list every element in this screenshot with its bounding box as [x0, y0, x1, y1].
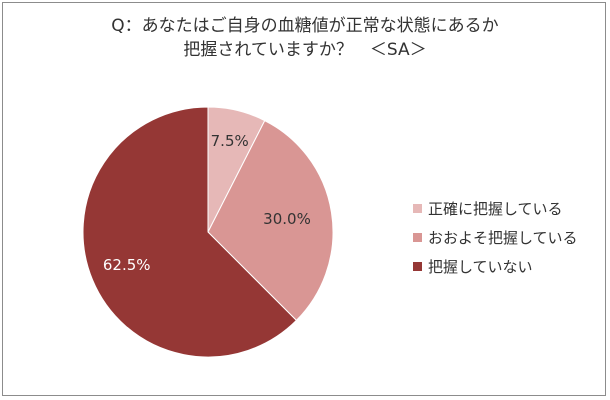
legend-label-0: 正確に把握している [428, 200, 563, 218]
legend-swatch-2 [413, 262, 422, 271]
data-label-1: 30.0% [263, 210, 311, 228]
pie-slice-1 [207, 119, 334, 322]
legend-item-1: おおよそ把握している [413, 223, 603, 252]
legend-swatch-0 [413, 204, 422, 213]
legend-label-1: おおよそ把握している [428, 229, 578, 247]
legend-label-2: 把握していない [428, 258, 533, 276]
pie-slices [82, 106, 334, 358]
data-label-2: 62.5% [103, 256, 151, 274]
chart-title-line-1: Q：あなたはご自身の血糖値が正常な状態にあるか [111, 16, 499, 36]
chart-title: Q：あなたはご自身の血糖値が正常な状態にあるか 把握されていますか？ ＜SA＞ [0, 14, 610, 62]
pie-slice-2 [82, 106, 298, 358]
legend-swatch-1 [413, 233, 422, 242]
legend: 正確に把握している おおよそ把握している 把握していない [413, 194, 603, 281]
chart-title-line-2: 把握されていますか？ ＜SA＞ [183, 40, 427, 60]
data-label-0: 7.5% [211, 132, 249, 150]
pie-data-labels: 7.5% 30.0% 62.5% [103, 132, 311, 274]
legend-item-2: 把握していない [413, 252, 603, 281]
legend-item-0: 正確に把握している [413, 194, 603, 223]
